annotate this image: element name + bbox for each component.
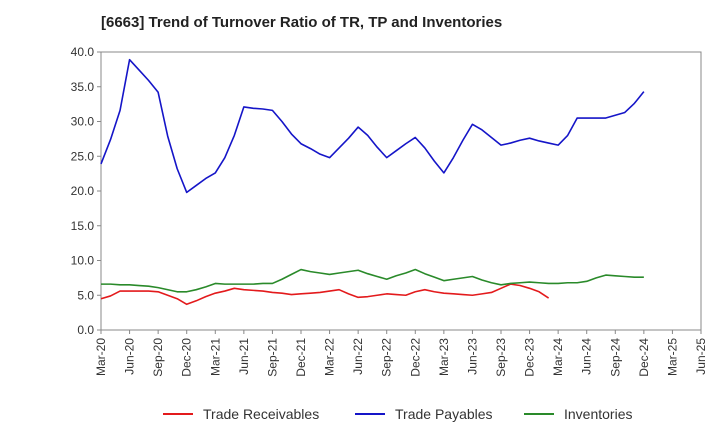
- x-tick-label: Mar-20: [94, 338, 108, 376]
- legend-label-2: Inventories: [564, 406, 632, 422]
- series-line-0: [100, 283, 550, 306]
- x-tick-label: Jun-22: [351, 338, 365, 375]
- x-tick-label: Mar-24: [551, 338, 565, 376]
- y-tick-label: 30.0: [71, 115, 95, 129]
- x-tick-label: Jun-21: [237, 338, 251, 375]
- y-tick-label: 0.0: [77, 323, 94, 337]
- x-tick-label: Dec-22: [408, 338, 422, 377]
- series-line-1: [100, 58, 645, 194]
- x-tick-label: Sep-20: [151, 338, 165, 377]
- x-tick-label: Jun-24: [580, 338, 594, 375]
- x-tick-label: Jun-20: [123, 338, 137, 375]
- y-tick-label: 25.0: [71, 149, 95, 163]
- y-tick-label: 35.0: [71, 80, 95, 94]
- chart-title: [6663] Trend of Turnover Ratio of TR, TP…: [101, 14, 503, 31]
- x-tick-label: Dec-24: [637, 338, 651, 377]
- legend-label-0: Trade Receivables: [203, 406, 319, 422]
- legend: Trade Receivables Trade Payables Inventori…: [163, 406, 632, 422]
- y-tick-label: 5.0: [77, 288, 94, 302]
- x-tick-label: Sep-24: [608, 338, 622, 377]
- x-tick-label: Mar-22: [323, 338, 337, 376]
- x-tick-label: Dec-23: [523, 338, 537, 377]
- series-group: [100, 58, 645, 306]
- y-tick-label: 15.0: [71, 219, 95, 233]
- x-tick-label: Jun-25: [694, 338, 708, 375]
- series-line-2: [101, 268, 644, 293]
- x-tick-label: Dec-21: [294, 338, 308, 377]
- y-tick-label: 10.0: [71, 254, 95, 268]
- y-tick-label: 20.0: [71, 184, 95, 198]
- axes: 0.0 5.0 10.0 15.0 20.0 25.0 30.0 35.0 40.0 Mar-20…: [71, 45, 708, 377]
- plot-frame: [100, 51, 702, 331]
- x-tick-label: Sep-21: [265, 338, 279, 377]
- x-tick-label: Sep-22: [380, 338, 394, 377]
- legend-label-1: Trade Payables: [395, 406, 493, 422]
- x-tick-label: Sep-23: [494, 338, 508, 377]
- x-tick-label: Mar-23: [437, 338, 451, 376]
- x-tick-label: Mar-25: [665, 338, 679, 376]
- x-tick-label: Mar-21: [208, 338, 222, 376]
- y-tick-label: 40.0: [71, 45, 95, 59]
- x-tick-label: Jun-23: [465, 338, 479, 375]
- x-tick-label: Dec-20: [180, 338, 194, 377]
